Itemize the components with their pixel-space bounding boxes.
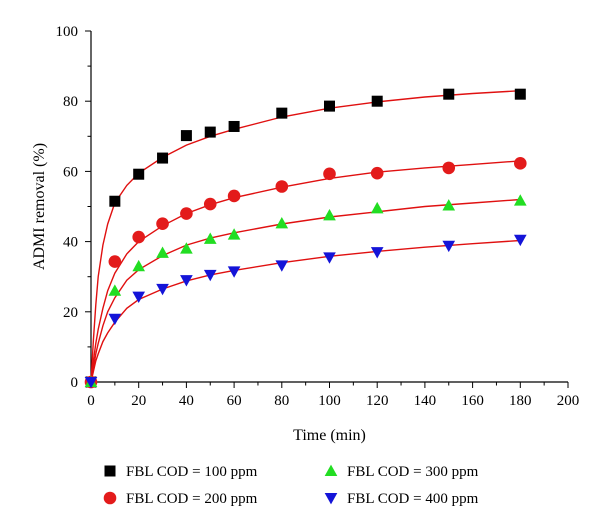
x-tick-label: 100 — [318, 393, 341, 409]
data-point-series-1 — [276, 107, 288, 119]
data-point-series-2 — [132, 230, 145, 244]
data-point-series-2 — [514, 157, 527, 170]
data-point-series-2 — [180, 207, 193, 220]
data-point-series-1 — [109, 195, 121, 207]
data-point-series-3 — [513, 194, 527, 206]
y-tick-label: 40 — [63, 235, 78, 251]
data-point-series-2 — [203, 197, 217, 211]
x-tick-label: 0 — [87, 393, 95, 409]
y-axis-label: ADMI removal (%) — [31, 143, 48, 270]
x-tick-label: 160 — [461, 393, 484, 409]
data-point-series-2 — [275, 180, 289, 193]
data-point-series-4 — [180, 275, 193, 287]
data-point-series-4 — [156, 283, 169, 296]
data-point-series-3 — [275, 217, 289, 229]
data-point-series-1 — [204, 126, 216, 138]
data-point-series-2 — [108, 255, 122, 268]
data-point-series-1 — [443, 88, 455, 100]
x-tick-label: 40 — [179, 393, 194, 409]
x-tick-label: 180 — [509, 393, 532, 409]
data-point-series-2 — [442, 161, 456, 175]
data-point-series-4 — [108, 313, 122, 326]
legend-label-2: FBL COD = 200 ppm — [126, 491, 258, 507]
data-point-series-2 — [323, 167, 336, 181]
legend-marker-3 — [324, 464, 338, 477]
data-point-series-4 — [370, 247, 384, 259]
x-axis-label: Time (min) — [293, 427, 366, 444]
x-tick-label: 60 — [227, 393, 242, 409]
data-point-series-3 — [203, 232, 217, 244]
data-point-series-1 — [180, 130, 192, 142]
data-point-series-4 — [513, 234, 527, 247]
data-point-series-4 — [227, 266, 241, 278]
axes: 0 20 40 60 80 100 120 140 160 180 200 0 20 40 60 80 100 — [56, 24, 580, 409]
data-point-series-3 — [180, 242, 193, 254]
data-point-series-3 — [370, 201, 384, 214]
y-tick-label: 80 — [63, 94, 78, 110]
data-point-series-1 — [514, 88, 526, 100]
data-point-series-4 — [275, 260, 289, 272]
fit-curve-4 — [90, 239, 521, 383]
y-tick-label: 20 — [63, 305, 78, 321]
legend-label-4: FBL COD = 400 ppm — [347, 491, 479, 507]
x-tick-label: 200 — [557, 393, 580, 409]
legend: FBL COD = 100 ppm FBL COD = 200 ppm FBL CO… — [103, 464, 479, 507]
data-point-series-3 — [227, 228, 241, 240]
data-point-series-4 — [132, 291, 146, 304]
y-tick-label: 100 — [56, 24, 79, 40]
data-point-series-3 — [323, 208, 336, 221]
legend-label-1: FBL COD = 100 ppm — [126, 464, 258, 480]
data-point-series-1 — [371, 95, 383, 107]
data-point-series-4 — [84, 376, 98, 389]
data-point-series-3 — [132, 259, 146, 272]
legend-marker-2 — [103, 491, 117, 505]
data-point-series-1 — [324, 100, 335, 112]
data-point-series-3 — [156, 246, 169, 258]
fit-curve-3 — [90, 198, 521, 383]
data-point-series-4 — [203, 269, 217, 282]
data-point-series-1 — [133, 168, 145, 180]
fit-curve-2 — [90, 160, 521, 383]
data-point-series-2 — [156, 217, 169, 230]
fit-lines — [90, 90, 521, 383]
x-tick-label: 20 — [131, 393, 146, 409]
data-point-series-4 — [323, 252, 336, 264]
data-point-series-2 — [370, 166, 384, 180]
data-point-series-1 — [157, 152, 169, 164]
x-tick-label: 80 — [274, 393, 289, 409]
x-tick-label: 120 — [366, 393, 389, 409]
data-point-series-1 — [228, 120, 240, 132]
legend-marker-1 — [104, 465, 116, 477]
y-tick-label: 60 — [63, 164, 78, 180]
fit-curve-1 — [90, 90, 521, 383]
data-markers — [84, 88, 527, 389]
legend-label-3: FBL COD = 300 ppm — [347, 464, 479, 480]
x-tick-label: 140 — [414, 393, 437, 409]
data-point-series-2 — [227, 189, 241, 203]
data-point-series-4 — [442, 240, 456, 253]
legend-marker-4 — [324, 492, 338, 505]
data-point-series-3 — [442, 199, 456, 211]
data-point-series-3 — [108, 284, 122, 296]
y-tick-label: 0 — [71, 375, 79, 391]
